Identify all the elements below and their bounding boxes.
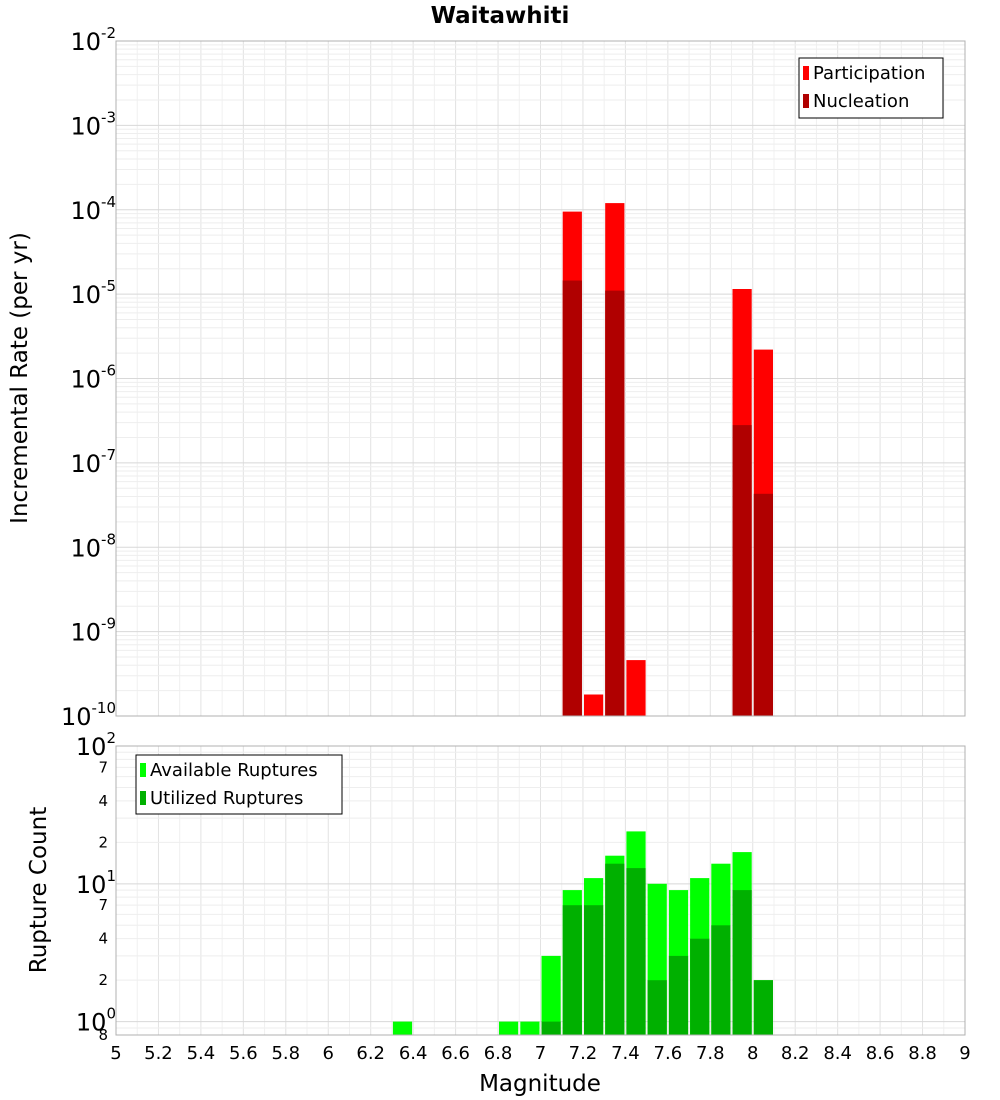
utilized-ruptures-bar [626, 868, 646, 1035]
available-ruptures-bar [392, 1021, 413, 1035]
legend-swatch-nucleation [803, 94, 809, 108]
utilized-ruptures-bar [605, 863, 625, 1035]
bottom-y-tick-label: 101 [76, 867, 116, 899]
top-plot-frame [115, 40, 966, 717]
utilized-ruptures-bar [647, 980, 667, 1035]
nucleation-bar [753, 493, 773, 716]
top-y-tick-label: 10-7 [70, 446, 116, 478]
x-tick-label: 7 [535, 1043, 546, 1064]
x-axis-label: Magnitude [479, 1071, 601, 1097]
x-tick-label: 9 [959, 1043, 970, 1064]
top-y-tick-label: 10-2 [70, 24, 116, 56]
top-y-tick-label: 10-3 [70, 108, 116, 140]
x-tick-label: 5.4 [187, 1043, 216, 1064]
bottom-y-minor-tick-label: 4 [98, 930, 108, 948]
x-tick-label: 6.4 [399, 1043, 428, 1064]
participation-bar [584, 694, 604, 716]
top-legend: Participation Nucleation [798, 57, 944, 119]
top-y-tick-label: 10-4 [70, 193, 116, 225]
utilized-ruptures-bar [562, 905, 582, 1035]
utilized-ruptures-bar [541, 1021, 561, 1035]
nucleation-bar [732, 425, 752, 716]
bottom-panel: 100 101 102 8 2 4 7 2 4 7 5 5.2 5.4 5.6 5.8 6 6.2 6.4 6.6… [26, 729, 971, 1097]
x-tick-label: 7.6 [654, 1043, 683, 1064]
legend-swatch-available [140, 763, 146, 777]
x-tick-label: 8.6 [866, 1043, 895, 1064]
top-y-axis-label: Incremental Rate (per yr) [7, 232, 33, 524]
utilized-ruptures-bar [584, 905, 604, 1035]
x-tick-label: 5.6 [229, 1043, 258, 1064]
top-y-tick-label: 10-10 [61, 699, 116, 731]
legend-swatch-participation [803, 66, 809, 80]
available-ruptures-bar [499, 1021, 519, 1035]
x-tick-labels: 5 5.2 5.4 5.6 5.8 6 6.2 6.4 6.6 6.8 7 7.2 7.4 7.6 7.8 8… [110, 1043, 970, 1064]
x-tick-label: 7.8 [696, 1043, 725, 1064]
x-tick-label: 7.2 [569, 1043, 598, 1064]
top-y-tick-label: 10-5 [70, 277, 116, 309]
top-legend-box [798, 57, 944, 119]
legend-label-participation: Participation [813, 63, 925, 84]
participation-bar [626, 660, 646, 716]
bottom-legend-box [135, 754, 343, 815]
top-y-tick-label: 10-8 [70, 530, 116, 562]
x-tick-label: 5.2 [144, 1043, 173, 1064]
available-ruptures-bar [520, 1021, 540, 1035]
bottom-y-minor-tick-label: 7 [98, 896, 108, 914]
bottom-y-minor-tick-label: 2 [98, 971, 108, 989]
top-y-tick-labels: 10-10 10-9 10-8 10-7 10-6 10-5 10-4 10-3 10-2 [61, 24, 116, 731]
legend-swatch-utilized [140, 791, 146, 805]
x-tick-label: 6.6 [441, 1043, 470, 1064]
legend-label-available: Available Ruptures [150, 760, 318, 781]
legend-label-utilized: Utilized Ruptures [150, 788, 303, 809]
bottom-y-minor-tick-label: 8 [98, 1026, 108, 1044]
x-tick-label: 7.4 [611, 1043, 640, 1064]
x-tick-label: 6 [323, 1043, 334, 1064]
x-tick-label: 8.4 [823, 1043, 852, 1064]
x-tick-label: 8 [747, 1043, 758, 1064]
x-tick-label: 8.8 [908, 1043, 937, 1064]
bottom-y-minor-tick-label: 2 [98, 833, 108, 851]
top-panel: 10-10 10-9 10-8 10-7 10-6 10-5 10-4 10-3 10-2 In… [7, 24, 966, 731]
top-y-tick-label: 10-9 [70, 615, 116, 647]
bottom-y-tick-label: 100 [76, 1005, 116, 1037]
x-tick-label: 8.2 [781, 1043, 810, 1064]
nucleation-bar [562, 280, 582, 716]
top-y-tick-label: 10-6 [70, 362, 116, 394]
bottom-y-tick-labels: 100 101 102 8 2 4 7 2 4 7 [76, 729, 116, 1044]
available-ruptures-bar [541, 955, 561, 1035]
bottom-legend: Available Ruptures Utilized Ruptures [135, 754, 343, 815]
bottom-y-tick-label: 102 [76, 729, 116, 761]
top-bars [562, 203, 773, 717]
nucleation-bar [605, 290, 625, 716]
legend-label-nucleation: Nucleation [813, 91, 909, 112]
x-tick-label: 6.8 [484, 1043, 513, 1064]
utilized-ruptures-bar [732, 890, 752, 1035]
bottom-y-axis-label: Rupture Count [26, 807, 52, 973]
bottom-plot-frame [115, 745, 966, 1036]
x-tick-label: 5 [110, 1043, 121, 1064]
bottom-y-minor-tick-label: 4 [98, 792, 108, 810]
x-tick-label: 5.8 [271, 1043, 300, 1064]
bottom-y-minor-tick-label: 7 [98, 758, 108, 776]
utilized-ruptures-bar [668, 955, 689, 1035]
utilized-ruptures-bar [711, 925, 731, 1035]
chart-title: Waitawhiti [431, 3, 570, 29]
utilized-ruptures-bar [753, 980, 773, 1035]
top-gridlines [115, 40, 966, 717]
bottom-bars [392, 831, 773, 1035]
x-tick-label: 6.2 [356, 1043, 385, 1064]
utilized-ruptures-bar [690, 938, 710, 1035]
